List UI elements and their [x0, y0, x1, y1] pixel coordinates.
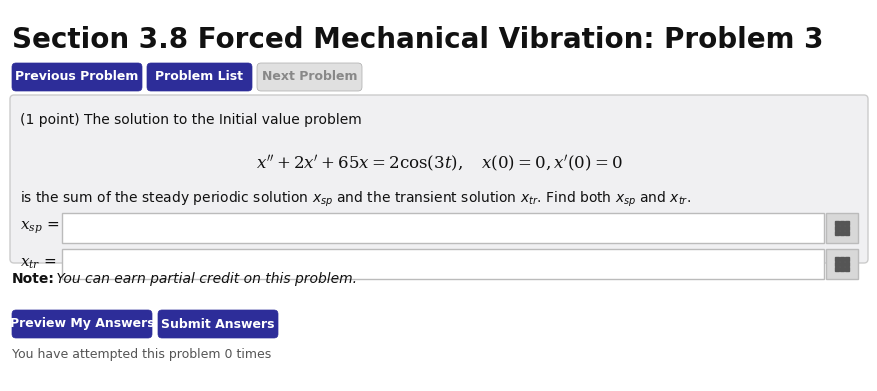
- Text: Previous Problem: Previous Problem: [15, 70, 139, 84]
- FancyBboxPatch shape: [10, 95, 867, 263]
- FancyBboxPatch shape: [158, 310, 278, 338]
- Text: is the sum of the steady periodic solution $x_{sp}$ and the transient solution $: is the sum of the steady periodic soluti…: [20, 190, 690, 209]
- FancyBboxPatch shape: [12, 310, 152, 338]
- FancyBboxPatch shape: [146, 63, 252, 91]
- Text: Submit Answers: Submit Answers: [161, 317, 275, 330]
- Text: $x_{sp}$ =: $x_{sp}$ =: [20, 220, 60, 236]
- Text: Note:: Note:: [12, 272, 55, 286]
- Text: Next Problem: Next Problem: [261, 70, 357, 84]
- FancyBboxPatch shape: [257, 63, 361, 91]
- Bar: [825, 213, 857, 243]
- Text: You have attempted this problem 0 times: You have attempted this problem 0 times: [12, 348, 271, 361]
- Bar: [825, 249, 857, 279]
- Text: $x_{tr}$ =: $x_{tr}$ =: [20, 256, 56, 271]
- Bar: [62, 213, 823, 243]
- Bar: [62, 249, 823, 279]
- Text: Preview My Answers: Preview My Answers: [10, 317, 154, 330]
- FancyBboxPatch shape: [12, 63, 142, 91]
- Text: $x'' + 2x' + 65x = 2\cos(3t), \quad x(0) = 0, x'(0) = 0$: $x'' + 2x' + 65x = 2\cos(3t), \quad x(0)…: [255, 153, 622, 174]
- Text: You can earn partial credit on this problem.: You can earn partial credit on this prob…: [52, 272, 357, 286]
- Text: Section 3.8 Forced Mechanical Vibration: Problem 3: Section 3.8 Forced Mechanical Vibration:…: [12, 26, 823, 54]
- Text: (1 point) The solution to the Initial value problem: (1 point) The solution to the Initial va…: [20, 113, 361, 127]
- Text: Problem List: Problem List: [155, 70, 243, 84]
